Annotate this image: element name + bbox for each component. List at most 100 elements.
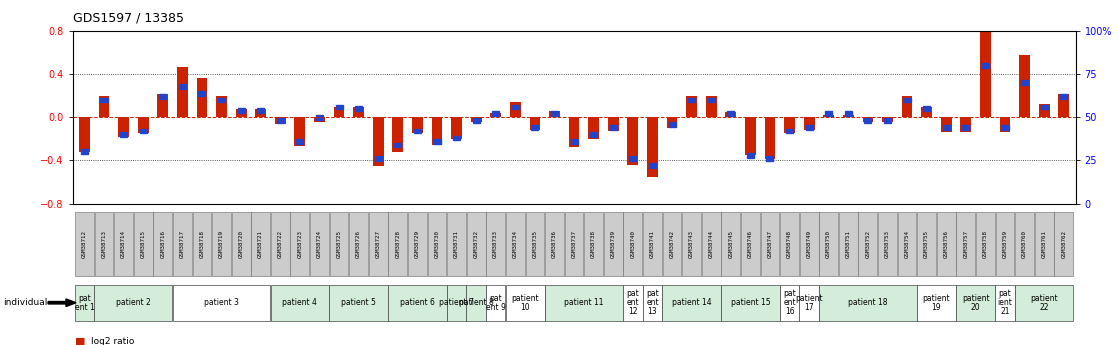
Bar	[471, 117, 482, 122]
FancyBboxPatch shape	[721, 213, 740, 276]
Bar	[843, 115, 854, 117]
Text: GSM38717: GSM38717	[180, 230, 184, 258]
Text: patient 4: patient 4	[283, 298, 318, 307]
Text: GSM38750: GSM38750	[826, 230, 831, 258]
Text: GSM38715: GSM38715	[141, 230, 145, 258]
Bar	[452, 117, 462, 139]
Text: GSM38738: GSM38738	[591, 230, 596, 258]
Bar	[101, 98, 107, 102]
Text: GSM38751: GSM38751	[846, 230, 851, 258]
Bar	[473, 118, 480, 123]
Text: GSM38753: GSM38753	[885, 230, 890, 258]
Bar	[728, 111, 735, 116]
Bar	[688, 98, 695, 102]
Text: patient 8: patient 8	[458, 298, 493, 307]
Text: GSM38744: GSM38744	[709, 230, 713, 258]
Text: patient 18: patient 18	[849, 298, 888, 307]
FancyBboxPatch shape	[878, 213, 897, 276]
Bar	[1021, 80, 1029, 85]
Bar	[98, 96, 110, 117]
Bar	[375, 156, 381, 161]
Text: individual: individual	[3, 298, 48, 307]
Bar	[960, 117, 972, 132]
Bar	[1002, 125, 1008, 130]
FancyBboxPatch shape	[663, 213, 682, 276]
Text: GSM38741: GSM38741	[650, 230, 655, 258]
Text: patient 3: patient 3	[205, 298, 239, 307]
Bar	[140, 129, 146, 134]
Text: GSM38740: GSM38740	[631, 230, 635, 258]
FancyBboxPatch shape	[153, 213, 172, 276]
Text: GSM38754: GSM38754	[904, 230, 910, 258]
Bar	[335, 105, 342, 109]
Bar	[1060, 94, 1068, 99]
Text: GSM38746: GSM38746	[748, 230, 752, 258]
Text: GSM38757: GSM38757	[964, 230, 968, 258]
Bar	[392, 117, 404, 152]
Bar	[138, 117, 149, 134]
Bar	[864, 118, 871, 123]
FancyBboxPatch shape	[75, 213, 94, 276]
FancyBboxPatch shape	[427, 213, 446, 276]
Bar	[923, 106, 930, 111]
Bar	[414, 129, 420, 134]
Text: GSM38756: GSM38756	[944, 230, 949, 258]
Text: GSM38749: GSM38749	[806, 230, 812, 258]
Text: GSM38742: GSM38742	[670, 230, 674, 258]
FancyBboxPatch shape	[624, 213, 642, 276]
Text: GSM38730: GSM38730	[435, 230, 439, 258]
Text: GSM38731: GSM38731	[454, 230, 459, 258]
Bar	[275, 117, 286, 124]
FancyBboxPatch shape	[721, 285, 779, 322]
Bar	[79, 117, 89, 152]
Bar	[216, 96, 227, 117]
FancyBboxPatch shape	[956, 285, 995, 322]
Bar	[356, 106, 362, 111]
Text: log2 ratio: log2 ratio	[91, 337, 134, 345]
Bar	[1039, 104, 1050, 117]
Bar	[569, 117, 579, 148]
FancyBboxPatch shape	[623, 285, 643, 322]
Text: GSM38727: GSM38727	[376, 230, 381, 258]
FancyBboxPatch shape	[369, 213, 388, 276]
Text: GSM38743: GSM38743	[689, 230, 694, 258]
FancyBboxPatch shape	[682, 213, 701, 276]
Bar	[608, 117, 618, 131]
Text: GSM38733: GSM38733	[493, 230, 499, 258]
FancyBboxPatch shape	[859, 213, 878, 276]
Bar	[530, 117, 540, 130]
FancyBboxPatch shape	[291, 213, 310, 276]
FancyBboxPatch shape	[585, 213, 603, 276]
Bar	[294, 117, 305, 146]
Bar	[804, 117, 815, 130]
Bar	[395, 142, 401, 147]
Text: patient 5: patient 5	[341, 298, 376, 307]
FancyBboxPatch shape	[780, 285, 799, 322]
Bar	[120, 132, 127, 137]
Bar	[314, 117, 325, 122]
FancyBboxPatch shape	[819, 285, 917, 322]
Text: GSM38719: GSM38719	[219, 230, 224, 258]
FancyBboxPatch shape	[310, 213, 329, 276]
Bar	[747, 153, 754, 158]
FancyBboxPatch shape	[741, 213, 760, 276]
FancyBboxPatch shape	[114, 213, 133, 276]
Text: patient 6: patient 6	[400, 298, 435, 307]
Bar	[1059, 93, 1069, 117]
Text: GSM38734: GSM38734	[513, 230, 518, 258]
Bar	[159, 94, 167, 99]
FancyBboxPatch shape	[1035, 213, 1053, 276]
Text: pat
ient
21: pat ient 21	[997, 289, 1013, 316]
Bar	[236, 109, 246, 117]
FancyBboxPatch shape	[643, 213, 662, 276]
FancyBboxPatch shape	[838, 213, 858, 276]
Bar	[158, 93, 168, 117]
FancyBboxPatch shape	[937, 213, 956, 276]
FancyBboxPatch shape	[134, 213, 152, 276]
Bar	[767, 156, 774, 161]
Text: pat
ent 9: pat ent 9	[486, 294, 505, 312]
FancyBboxPatch shape	[544, 285, 623, 322]
Text: patient
19: patient 19	[922, 294, 950, 312]
FancyBboxPatch shape	[388, 285, 447, 322]
FancyBboxPatch shape	[388, 213, 407, 276]
